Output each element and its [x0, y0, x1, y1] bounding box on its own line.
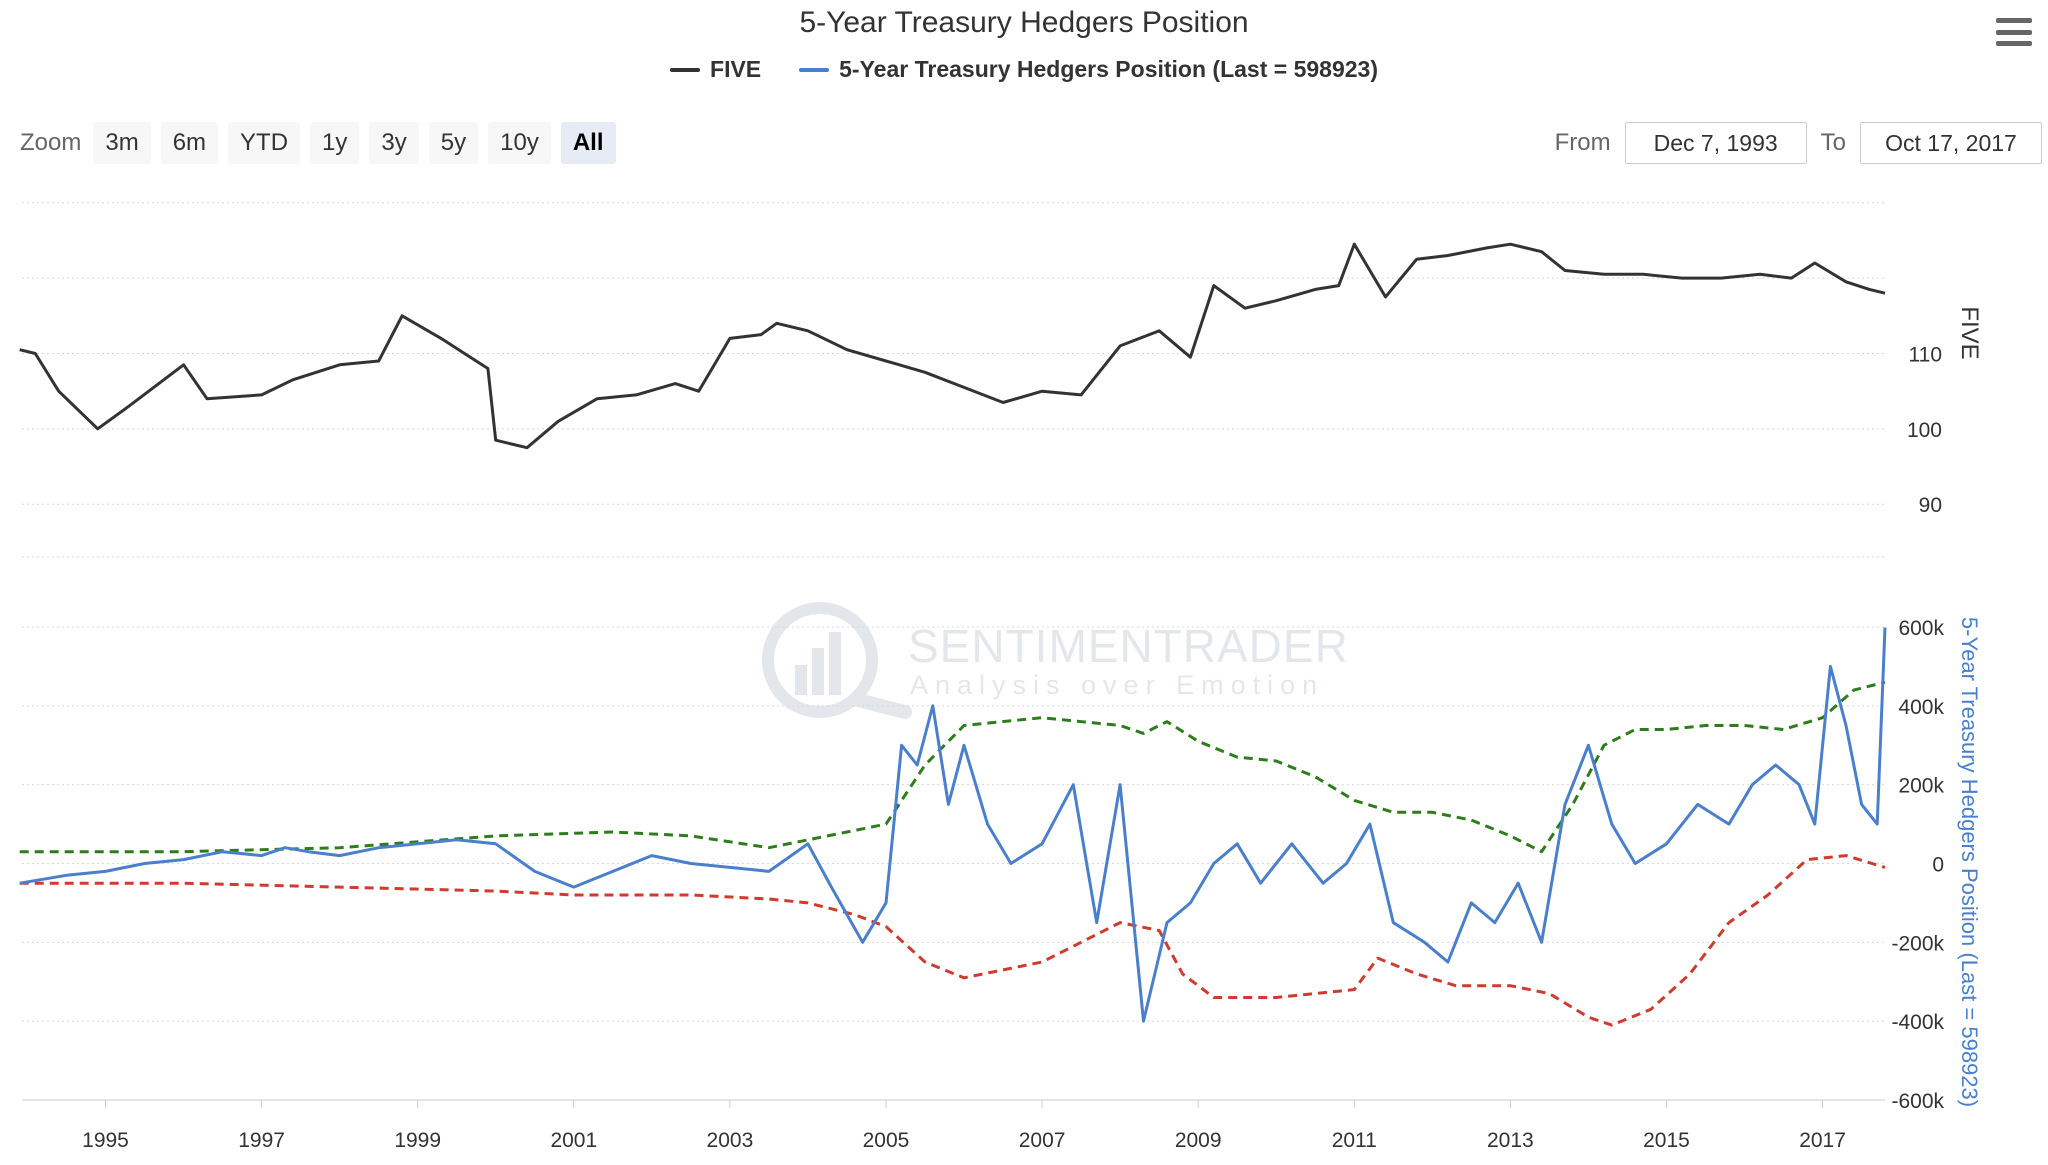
five-price-line: [19, 242, 1886, 450]
date-range: From Dec 7, 1993 To Oct 17, 2017: [1555, 122, 2042, 164]
price-y-axis-title: FIVE: [1956, 306, 1983, 359]
watermark-logo-bar: [795, 665, 807, 695]
hedgers-y-tick: -400k: [1891, 1011, 1944, 1034]
x-tick-label: 2011: [1332, 1129, 1377, 1152]
legend: FIVE 5-Year Treasury Hedgers Position (L…: [0, 56, 2048, 83]
x-tick-label: 1999: [394, 1129, 441, 1152]
menu-line: [1996, 18, 2032, 23]
zoom-button-5y[interactable]: 5y: [428, 122, 479, 164]
zoom-button-3y[interactable]: 3y: [369, 122, 419, 164]
zoom-button-6m[interactable]: 6m: [160, 122, 219, 164]
hedgers-y-tick: 600k: [1898, 617, 1944, 640]
menu-line: [1996, 29, 2032, 35]
upper-band-line: [19, 680, 1886, 854]
x-tick-label: 2017: [1799, 1129, 1846, 1152]
price-y-tick: 110: [1909, 343, 1942, 366]
legend-item-hedgers[interactable]: 5-Year Treasury Hedgers Position (Last =…: [799, 56, 1378, 83]
x-tick-label: 2015: [1643, 1129, 1690, 1152]
watermark-logo-bar: [812, 648, 824, 695]
x-tick-label: 1995: [82, 1129, 129, 1152]
x-axis: 1995 1997 1999 2001 2003 2005 2007 2009 2011 2013…: [82, 1100, 1846, 1152]
watermark-tagline: Analysis over Emotion: [910, 670, 1324, 700]
hedgers-panel: 600k 400k 200k 0 -200k -400k -600k 5-Year Treas…: [19, 617, 1982, 1113]
price-panel: 90 100 110 FIVE: [19, 202, 1983, 558]
legend-item-five[interactable]: FIVE: [670, 56, 761, 83]
x-tick-label: 2009: [1175, 1129, 1222, 1152]
hedgers-position-line: [19, 627, 1887, 1023]
watermark: SENTIMENTRADER Analysis over Emotion: [762, 602, 1349, 719]
x-tick-label: 2001: [550, 1129, 597, 1152]
zoom-label: Zoom: [20, 129, 82, 156]
x-tick-label: 2007: [1019, 1129, 1066, 1152]
zoom-button-10y[interactable]: 10y: [488, 122, 551, 164]
price-y-tick: 100: [1907, 419, 1942, 442]
x-tick-label: 1997: [238, 1129, 285, 1152]
chart-title: 5-Year Treasury Hedgers Position: [799, 6, 1249, 39]
from-label: From: [1554, 129, 1611, 156]
x-tick-label: 2013: [1487, 1129, 1534, 1152]
zoom-button-all[interactable]: All: [560, 122, 616, 164]
zoom-bar: Zoom 3m 6m YTD 1y 3y 5y 10y All: [20, 122, 616, 164]
hamburger-menu-icon[interactable]: [1992, 12, 2036, 52]
to-date-input[interactable]: Oct 17, 2017: [1860, 122, 2042, 164]
hedgers-y-axis-title: 5-Year Treasury Hedgers Position (Last =…: [1957, 617, 1982, 1107]
hedgers-y-tick: -600k: [1891, 1090, 1944, 1113]
zoom-button-1y[interactable]: 1y: [310, 122, 360, 164]
watermark-brand: SENTIMENTRADER: [908, 620, 1349, 672]
menu-line: [1996, 41, 2032, 46]
watermark-logo-handle: [851, 693, 912, 719]
watermark-logo-icon: [762, 602, 878, 718]
legend-swatch-five: [670, 67, 701, 72]
hedgers-y-tick: 400k: [1898, 696, 1944, 719]
x-tick-label: 2005: [863, 1129, 910, 1152]
lower-band-line: [19, 854, 1886, 1027]
hedgers-y-tick: 0: [1932, 854, 1944, 877]
from-date-input[interactable]: Dec 7, 1993: [1624, 122, 1807, 164]
zoom-button-3m[interactable]: 3m: [93, 122, 151, 164]
x-tick-label: 2003: [707, 1129, 754, 1152]
legend-label-hedgers: 5-Year Treasury Hedgers Position (Last =…: [839, 56, 1378, 82]
legend-swatch-hedgers: [799, 67, 830, 72]
watermark-logo-bar: [829, 632, 841, 695]
legend-label-five: FIVE: [710, 56, 762, 82]
price-y-tick: 90: [1919, 494, 1942, 517]
hedgers-y-tick: 200k: [1898, 775, 1944, 798]
to-label: To: [1820, 129, 1846, 156]
hedgers-y-tick: -200k: [1891, 932, 1944, 955]
zoom-button-ytd[interactable]: YTD: [228, 122, 301, 164]
